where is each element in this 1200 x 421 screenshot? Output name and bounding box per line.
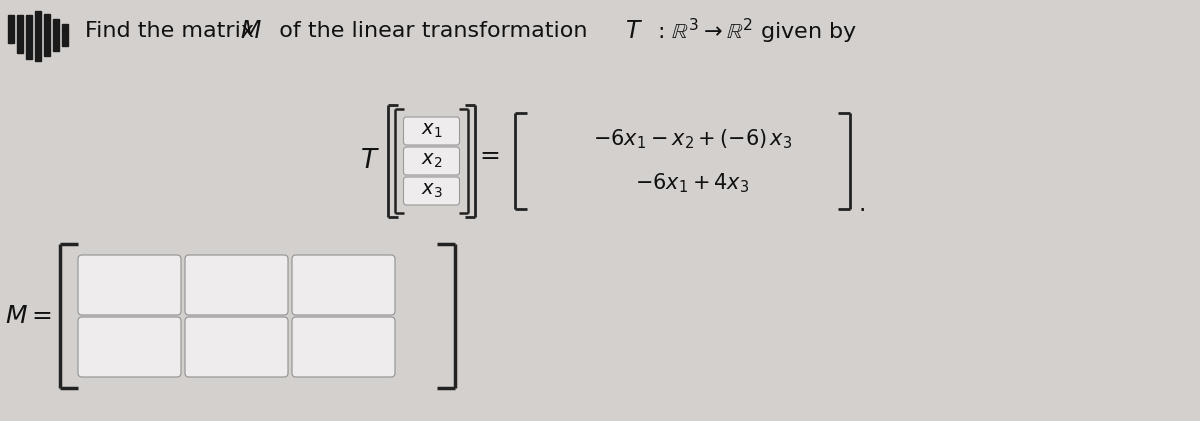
Bar <box>53 19 59 51</box>
Text: of the linear transformation: of the linear transformation <box>265 21 595 41</box>
Bar <box>62 24 68 46</box>
Text: $x_2$: $x_2$ <box>421 152 442 171</box>
Bar <box>17 15 23 53</box>
Text: $M =$: $M =$ <box>5 304 52 328</box>
Text: $x_1$: $x_1$ <box>421 122 443 141</box>
Text: $-6x_1 + 4x_3$: $-6x_1 + 4x_3$ <box>635 171 750 195</box>
FancyBboxPatch shape <box>292 317 395 377</box>
Text: Find the matrix: Find the matrix <box>85 21 262 41</box>
FancyBboxPatch shape <box>403 177 460 205</box>
FancyBboxPatch shape <box>185 317 288 377</box>
Text: $M$: $M$ <box>240 19 262 43</box>
Text: $T$: $T$ <box>625 19 643 43</box>
FancyBboxPatch shape <box>403 147 460 175</box>
Text: .: . <box>858 192 865 216</box>
Text: : $\mathbb{R}^3 \rightarrow \mathbb{R}^2$ given by: : $\mathbb{R}^3 \rightarrow \mathbb{R}^2… <box>650 16 857 45</box>
Bar <box>26 15 32 59</box>
FancyBboxPatch shape <box>78 255 181 315</box>
Text: $-6x_1 - x_2 + (-6)\,x_3$: $-6x_1 - x_2 + (-6)\,x_3$ <box>593 127 792 151</box>
Bar <box>8 15 14 43</box>
Bar <box>44 14 50 56</box>
FancyBboxPatch shape <box>185 255 288 315</box>
Text: $T$: $T$ <box>360 148 380 174</box>
Text: =: = <box>480 144 500 168</box>
FancyBboxPatch shape <box>292 255 395 315</box>
Text: $x_3$: $x_3$ <box>421 181 443 200</box>
Bar <box>35 11 41 61</box>
FancyBboxPatch shape <box>78 317 181 377</box>
FancyBboxPatch shape <box>403 117 460 145</box>
